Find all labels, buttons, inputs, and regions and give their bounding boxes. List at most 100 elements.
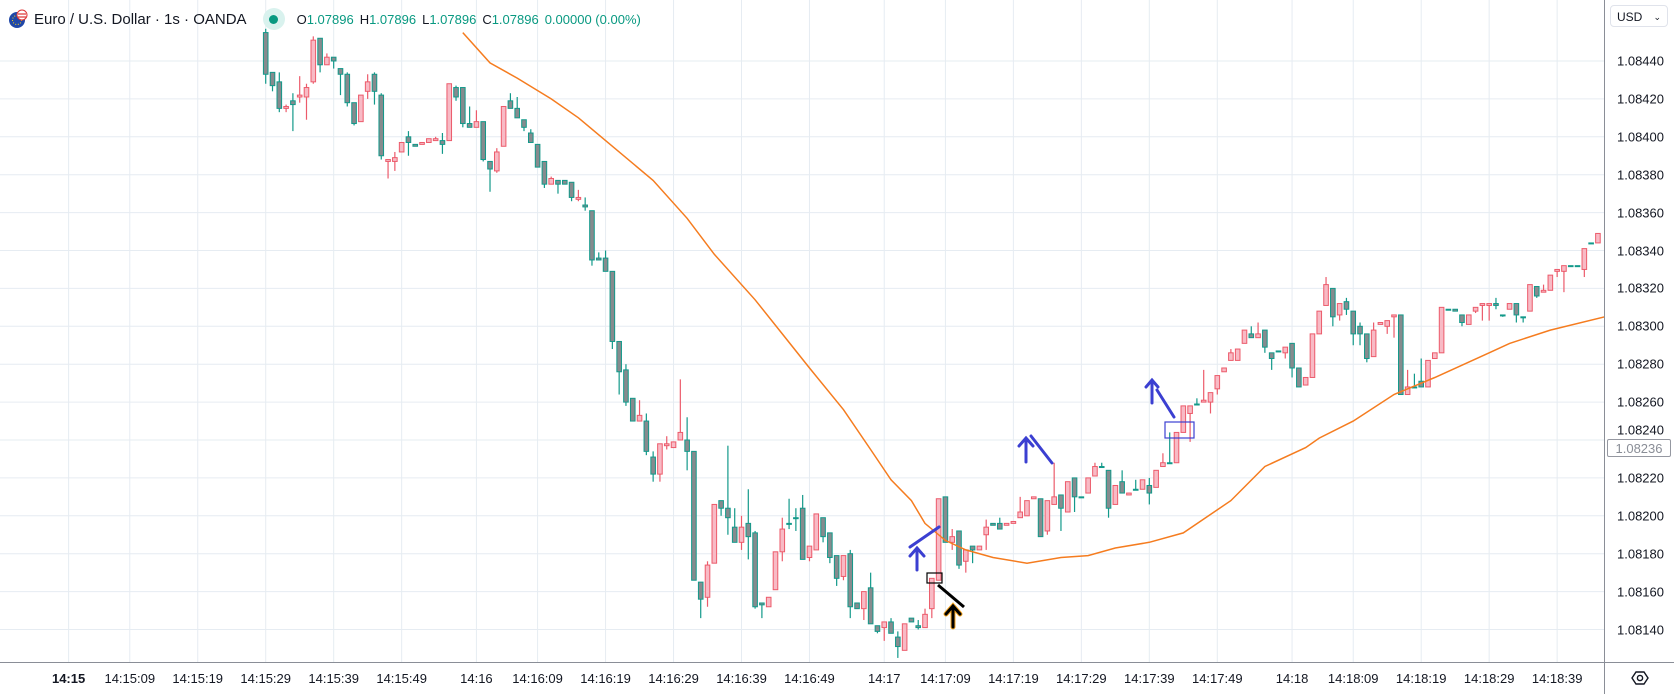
time-tick-label: 14:15:39 — [308, 671, 359, 686]
candle-body — [507, 100, 514, 109]
candle — [296, 76, 303, 103]
blue-up-arrow-drawing-1[interactable] — [908, 525, 941, 572]
chart-plot-area[interactable]: Euro / U.S. Dollar · 1s · OANDA O1.07896… — [0, 0, 1605, 662]
time-tick-label: 14:16:49 — [784, 671, 835, 686]
candle — [1431, 352, 1438, 360]
candle-body — [963, 549, 969, 562]
chart-settings-corner — [1604, 662, 1674, 694]
candle — [1207, 392, 1214, 414]
candle — [711, 503, 718, 564]
candle — [1343, 297, 1350, 315]
candle — [466, 106, 473, 128]
candle — [1547, 274, 1554, 291]
price-tick-label: 1.08220 — [1617, 470, 1664, 486]
candlestick-chart[interactable] — [0, 0, 1605, 662]
black-up-arrow-drawing[interactable] — [943, 602, 963, 630]
chart-drawings[interactable] — [908, 377, 1195, 630]
candle — [568, 181, 575, 202]
candle — [704, 561, 711, 607]
currency-dropdown[interactable]: USD ⌄ — [1610, 5, 1668, 27]
candle-body — [1323, 284, 1329, 306]
price-tick-label: 1.08200 — [1617, 508, 1664, 524]
candle-body — [330, 56, 337, 62]
candle — [1364, 333, 1370, 363]
blue-up-arrow-drawing-3[interactable] — [1144, 377, 1176, 419]
blue-box-drawing[interactable] — [1164, 421, 1195, 439]
candle-body — [276, 81, 283, 109]
candle — [901, 623, 908, 651]
candle — [276, 72, 283, 113]
candle — [1561, 265, 1567, 293]
price-tick-label: 1.08300 — [1617, 318, 1664, 334]
candle-body — [1370, 329, 1377, 358]
gear-icon[interactable] — [1631, 670, 1649, 686]
candle-body — [738, 526, 745, 543]
candle — [426, 138, 432, 143]
time-tick-label: 14:17:29 — [1056, 671, 1107, 686]
candle — [820, 517, 826, 543]
candle — [330, 56, 337, 69]
candle-body — [636, 414, 643, 422]
candle-body — [1282, 346, 1289, 354]
candle — [487, 160, 493, 192]
blue-up-arrow-drawing-2[interactable] — [1017, 434, 1054, 465]
candle-body — [1098, 466, 1105, 469]
candle-body — [1119, 481, 1125, 494]
candle-body — [670, 441, 677, 449]
candle — [1506, 303, 1513, 310]
symbol-title[interactable]: Euro / U.S. Dollar · 1s · OANDA — [34, 10, 247, 28]
price-axis[interactable]: USD ⌄ 1.08440 1.08420 1.08400 1.08380 1.08360… — [1604, 0, 1674, 662]
candle — [1316, 310, 1323, 335]
candle-body — [691, 450, 697, 581]
candle-body — [1234, 348, 1241, 361]
black-line-drawing[interactable] — [937, 583, 965, 609]
candle-body — [1241, 329, 1248, 344]
candle-body — [460, 87, 466, 125]
price-tick-label: 1.08360 — [1617, 205, 1664, 221]
candle-body — [1153, 469, 1159, 488]
candle-body — [908, 617, 915, 623]
candle — [670, 441, 677, 449]
candle-body — [290, 100, 296, 106]
price-tick-label: 1.08380 — [1617, 167, 1664, 183]
candle — [398, 141, 405, 153]
candle-body — [385, 159, 391, 162]
candle — [589, 210, 595, 266]
candle — [480, 121, 487, 162]
candle — [1003, 522, 1010, 526]
candle — [833, 555, 840, 586]
time-tick-label: 14:16:39 — [716, 671, 767, 686]
candle — [1262, 329, 1268, 353]
candle — [854, 602, 860, 610]
time-axis[interactable]: 14:15 14:15:09 14:15:19 14:15:29 14:15:39 14:… — [0, 662, 1604, 694]
candle-body — [1595, 232, 1601, 244]
price-tick-label: 1.08320 — [1617, 280, 1664, 296]
market-open-dot-icon[interactable] — [262, 8, 285, 30]
candle — [1044, 500, 1051, 535]
candle — [813, 513, 820, 551]
time-tick-label: 14:17:39 — [1124, 671, 1175, 686]
candle-body — [623, 369, 629, 403]
candle-body — [697, 581, 704, 600]
candle-body — [922, 613, 928, 629]
candle-body — [1302, 376, 1309, 386]
candle — [1160, 453, 1166, 468]
candle-body — [1431, 352, 1438, 360]
candle-body — [262, 32, 269, 75]
candle-body — [1180, 405, 1187, 433]
candle-body — [731, 526, 738, 543]
candle-body — [677, 431, 684, 441]
candle-body — [888, 621, 894, 634]
candle — [460, 87, 466, 128]
price-tick-label: 1.08160 — [1617, 584, 1664, 600]
candle-body — [629, 397, 636, 422]
candle-body — [799, 507, 806, 560]
candle — [446, 83, 453, 142]
black-box-drawing[interactable] — [926, 572, 943, 584]
candle-body — [582, 204, 588, 208]
candle — [1391, 314, 1397, 338]
candle-body — [759, 602, 765, 606]
time-tick-label: 14:18:09 — [1327, 671, 1379, 686]
candle-body — [1479, 303, 1486, 306]
candle — [1268, 352, 1275, 370]
